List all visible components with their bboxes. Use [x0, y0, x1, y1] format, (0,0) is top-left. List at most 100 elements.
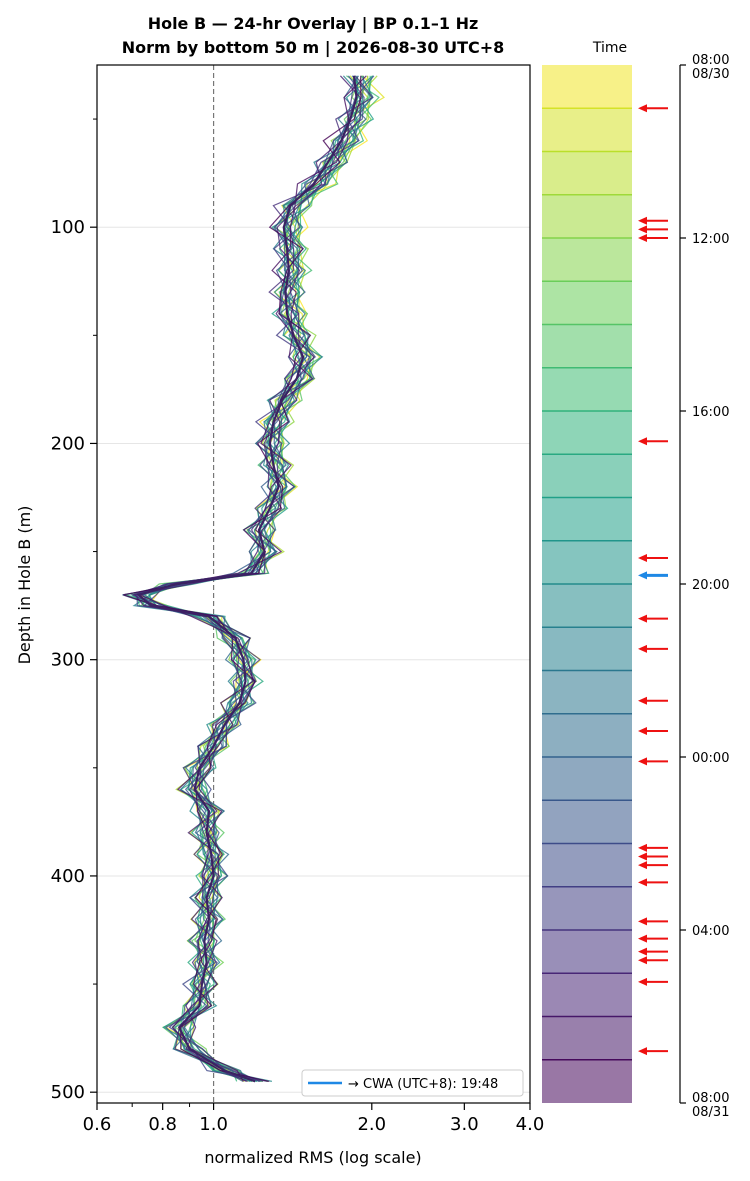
trace-hour-4 [143, 75, 360, 1082]
time-tick-label-4: 00:00 [692, 751, 729, 766]
colorbar-segment-12 [542, 584, 632, 628]
colorbar-segment-8 [542, 411, 632, 455]
y-tick-label-200: 200 [51, 433, 85, 454]
x-tick-label-0.6: 0.6 [83, 1114, 112, 1135]
event-marker-13-head [638, 861, 647, 870]
colorbar-segment-4 [542, 238, 632, 282]
y-tick-label-400: 400 [51, 866, 85, 887]
event-marker-2-head [638, 225, 647, 234]
colorbar-label: Time [592, 40, 627, 56]
colorbar-segment-22 [542, 1016, 632, 1060]
colorbar-event-markers [638, 104, 668, 1056]
y-tick-label-300: 300 [51, 650, 85, 671]
trace-hour-14 [125, 75, 371, 1082]
colorbar-segment-7 [542, 367, 632, 411]
trace-hour-18 [140, 75, 372, 1082]
colorbar-segment-2 [542, 151, 632, 195]
trace-hour-9 [142, 75, 365, 1082]
trace-hour-7 [141, 75, 367, 1082]
legend-label-cwa: → CWA (UTC+8): 19:48 [348, 1077, 498, 1092]
colorbar-segment-18 [542, 843, 632, 887]
x-tick-label-2: 2.0 [357, 1114, 386, 1135]
event-marker-10-head [638, 757, 647, 766]
x-tick-label-1: 1.0 [199, 1114, 228, 1135]
colorbar-segments [542, 65, 632, 1103]
colorbar-segment-6 [542, 324, 632, 368]
x-tick-label-3: 3.0 [450, 1114, 479, 1135]
colorbar-segment-19 [542, 886, 632, 930]
time-tick-label-3: 20:00 [692, 578, 729, 593]
trace-hour-12 [148, 75, 374, 1082]
y-axis: 100 200 300 400 500 [51, 118, 97, 1103]
event-marker-12-head [638, 852, 647, 861]
time-tick-label-0: 08:00 [692, 53, 729, 68]
colorbar-ticks: 08:0008/3012:0016:0020:0000:0004:0008:00… [680, 53, 729, 1120]
overlay-traces [122, 75, 385, 1083]
event-marker-7-head [638, 644, 647, 653]
colorbar-segment-1 [542, 108, 632, 152]
time-tick-label-0: 08/30 [692, 67, 729, 82]
trace-hour-11 [132, 75, 374, 1082]
colorbar-segment-11 [542, 540, 632, 584]
event-marker-6-head [638, 614, 647, 623]
plot-frame [96, 64, 531, 1104]
colorbar-segment-13 [542, 627, 632, 671]
trace-hour-3 [130, 75, 374, 1082]
colorbar: Time 08:0008/3012:0016:0020:0000:0004:00… [542, 40, 729, 1120]
colorbar-segment-3 [542, 194, 632, 238]
event-marker-8-head [638, 696, 647, 705]
x-tick-label-4: 4.0 [516, 1114, 545, 1135]
y-tick-label-500: 500 [51, 1082, 85, 1103]
event-marker-16-head [638, 934, 647, 943]
trace-hour-10 [132, 75, 364, 1082]
colorbar-segment-16 [542, 757, 632, 801]
trace-hour-6 [132, 75, 375, 1082]
trace-hour-22 [131, 75, 385, 1082]
trace-hour-1 [138, 75, 367, 1082]
event-marker-0-head [638, 104, 647, 113]
trace-hour-19 [123, 75, 372, 1082]
colorbar-segment-23 [542, 1059, 632, 1103]
trace-hour-15 [148, 75, 365, 1082]
trace-hour-2 [133, 75, 361, 1082]
time-tick-label-6: 08:00 [692, 1091, 729, 1106]
trace-hour-20 [136, 75, 378, 1082]
colorbar-segment-21 [542, 973, 632, 1017]
event-marker-5-head [638, 554, 647, 563]
trace-hour-13 [130, 75, 375, 1082]
colorbar-segment-5 [542, 281, 632, 325]
time-tick-label-1: 12:00 [692, 232, 729, 247]
event-marker-9-head [638, 727, 647, 736]
legend: → CWA (UTC+8): 19:48 [301, 1069, 524, 1097]
colorbar-segment-10 [542, 497, 632, 541]
event-marker-14-head [638, 878, 647, 887]
event-marker-11-head [638, 843, 647, 852]
trace-hour-21 [139, 75, 370, 1082]
colorbar-segment-20 [542, 930, 632, 974]
trace-hour-17 [144, 75, 373, 1082]
trace-hour-23 [147, 75, 369, 1082]
event-marker-18-head [638, 956, 647, 965]
time-tick-label-6: 08/31 [692, 1105, 729, 1120]
y-tick-label-100: 100 [51, 217, 85, 238]
trace-hour-8 [122, 75, 373, 1082]
chart-title-line1: Hole B — 24-hr Overlay | BP 0.1–1 Hz [148, 14, 479, 34]
event-marker-3-head [638, 234, 647, 242]
event-marker-4-head [638, 437, 647, 446]
time-tick-label-5: 04:00 [692, 924, 729, 939]
trace-hour-5 [136, 75, 365, 1082]
event-marker-20-head [638, 1047, 647, 1056]
trace-hour-0 [123, 75, 362, 1082]
y-axis-label: Depth in Hole B (m) [15, 506, 34, 665]
x-axis: 0.6 0.8 1.0 2.0 3.0 4.0 [83, 1103, 545, 1135]
cwa-marker-head [638, 571, 647, 580]
time-tick-label-2: 16:00 [692, 405, 729, 420]
colorbar-segment-15 [542, 713, 632, 757]
trace-hour-16 [135, 75, 380, 1082]
x-tick-label-0.8: 0.8 [148, 1114, 177, 1135]
colorbar-segment-0 [542, 65, 632, 109]
colorbar-segment-9 [542, 454, 632, 498]
x-axis-label: normalized RMS (log scale) [204, 1148, 421, 1167]
event-marker-1-head [638, 216, 647, 225]
